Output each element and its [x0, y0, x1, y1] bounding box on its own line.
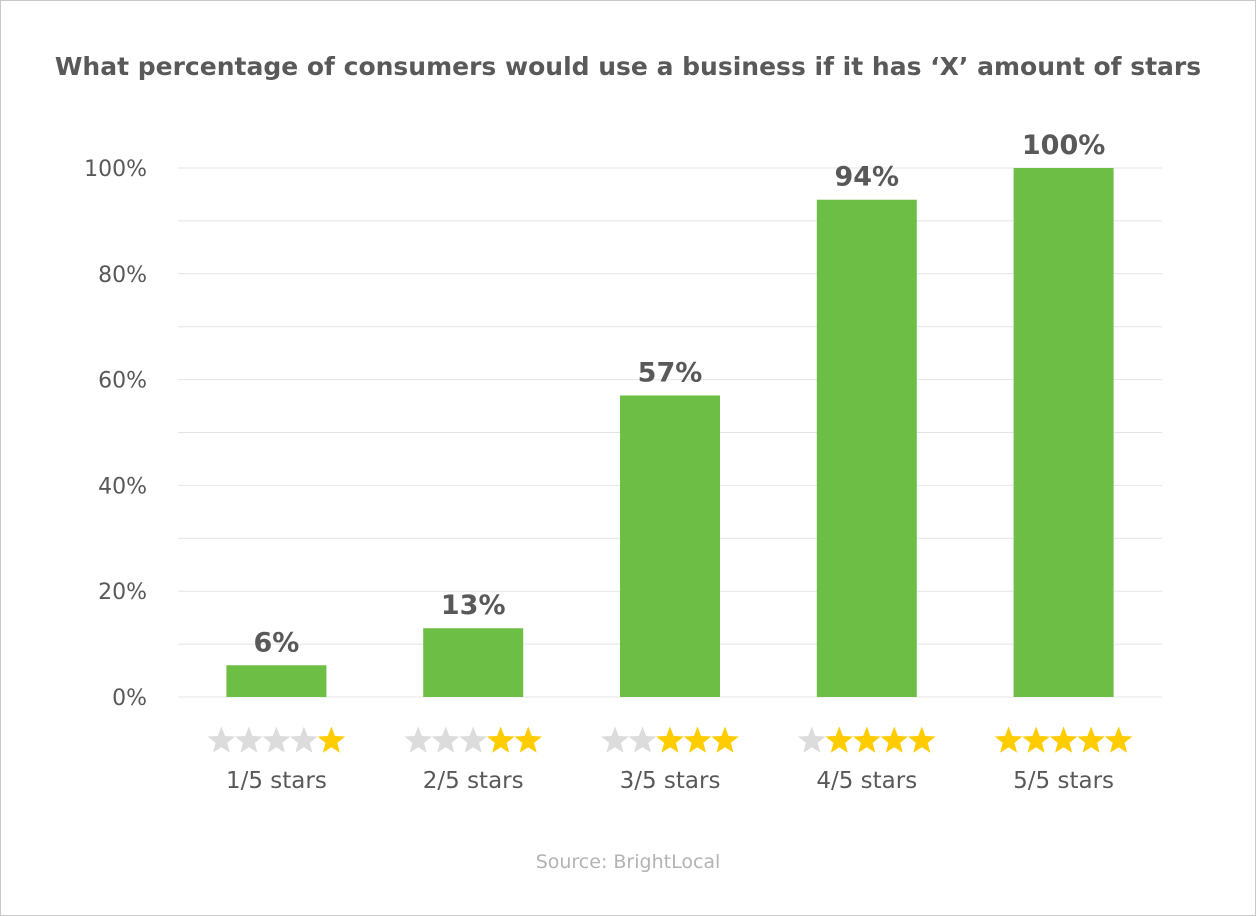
bar [226, 665, 327, 697]
star-empty-icon [459, 726, 487, 753]
data-label: 57% [638, 357, 703, 388]
star-ratings [207, 726, 1133, 753]
star-empty-icon [798, 726, 826, 753]
y-tick-label: 100% [84, 157, 147, 182]
y-tick-label: 20% [98, 580, 147, 605]
star-empty-icon [207, 726, 236, 753]
star-empty-icon [628, 726, 657, 753]
data-label: 13% [441, 590, 506, 621]
bars [226, 168, 1114, 698]
star-filled-icon [683, 726, 712, 753]
star-filled-icon [908, 726, 936, 753]
star-filled-icon [1022, 726, 1050, 753]
x-category-label: 5/5 stars [1013, 768, 1114, 794]
x-category-label: 2/5 stars [423, 768, 524, 794]
star-empty-icon [290, 726, 318, 753]
star-empty-icon [431, 726, 460, 753]
y-tick-label: 40% [98, 474, 147, 499]
x-category-label: 3/5 stars [620, 768, 721, 794]
bar [620, 395, 720, 697]
bar [423, 628, 524, 697]
x-category-label: 1/5 stars [226, 768, 327, 794]
star-filled-icon [317, 726, 346, 753]
star-filled-icon [853, 726, 881, 753]
star-filled-icon [994, 726, 1023, 753]
source-note: Source: BrightLocal [535, 851, 721, 873]
star-filled-icon [1104, 726, 1133, 753]
star-filled-icon [486, 726, 515, 753]
data-label: 6% [253, 627, 299, 658]
y-tick-label: 0% [112, 686, 147, 711]
star-empty-icon [235, 726, 263, 753]
star-filled-icon [1077, 726, 1105, 753]
data-labels: 6% 13% 57% 94% 100% [253, 130, 1105, 658]
bar [1013, 168, 1114, 697]
star-filled-icon [711, 726, 739, 753]
y-tick-label: 60% [98, 369, 147, 394]
y-axis-ticks: 0% 20% 40% 60% 80% 100% [84, 157, 147, 711]
x-axis-categories: 1/5 stars 2/5 stars 3/5 stars 4/5 stars 5/5 … [226, 768, 1114, 794]
star-empty-icon [262, 726, 291, 753]
chart-title: What percentage of consumers would use a… [54, 52, 1202, 81]
star-filled-icon [825, 726, 854, 753]
data-label: 94% [834, 162, 899, 193]
star-filled-icon [656, 726, 684, 753]
y-tick-label: 80% [98, 263, 147, 288]
data-label: 100% [1022, 130, 1105, 161]
star-empty-icon [601, 726, 629, 753]
star-filled-icon [1049, 726, 1078, 753]
x-category-label: 4/5 stars [816, 768, 917, 794]
star-filled-icon [880, 726, 909, 753]
star-filled-icon [514, 726, 542, 753]
bar [816, 199, 917, 698]
star-empty-icon [404, 726, 432, 753]
